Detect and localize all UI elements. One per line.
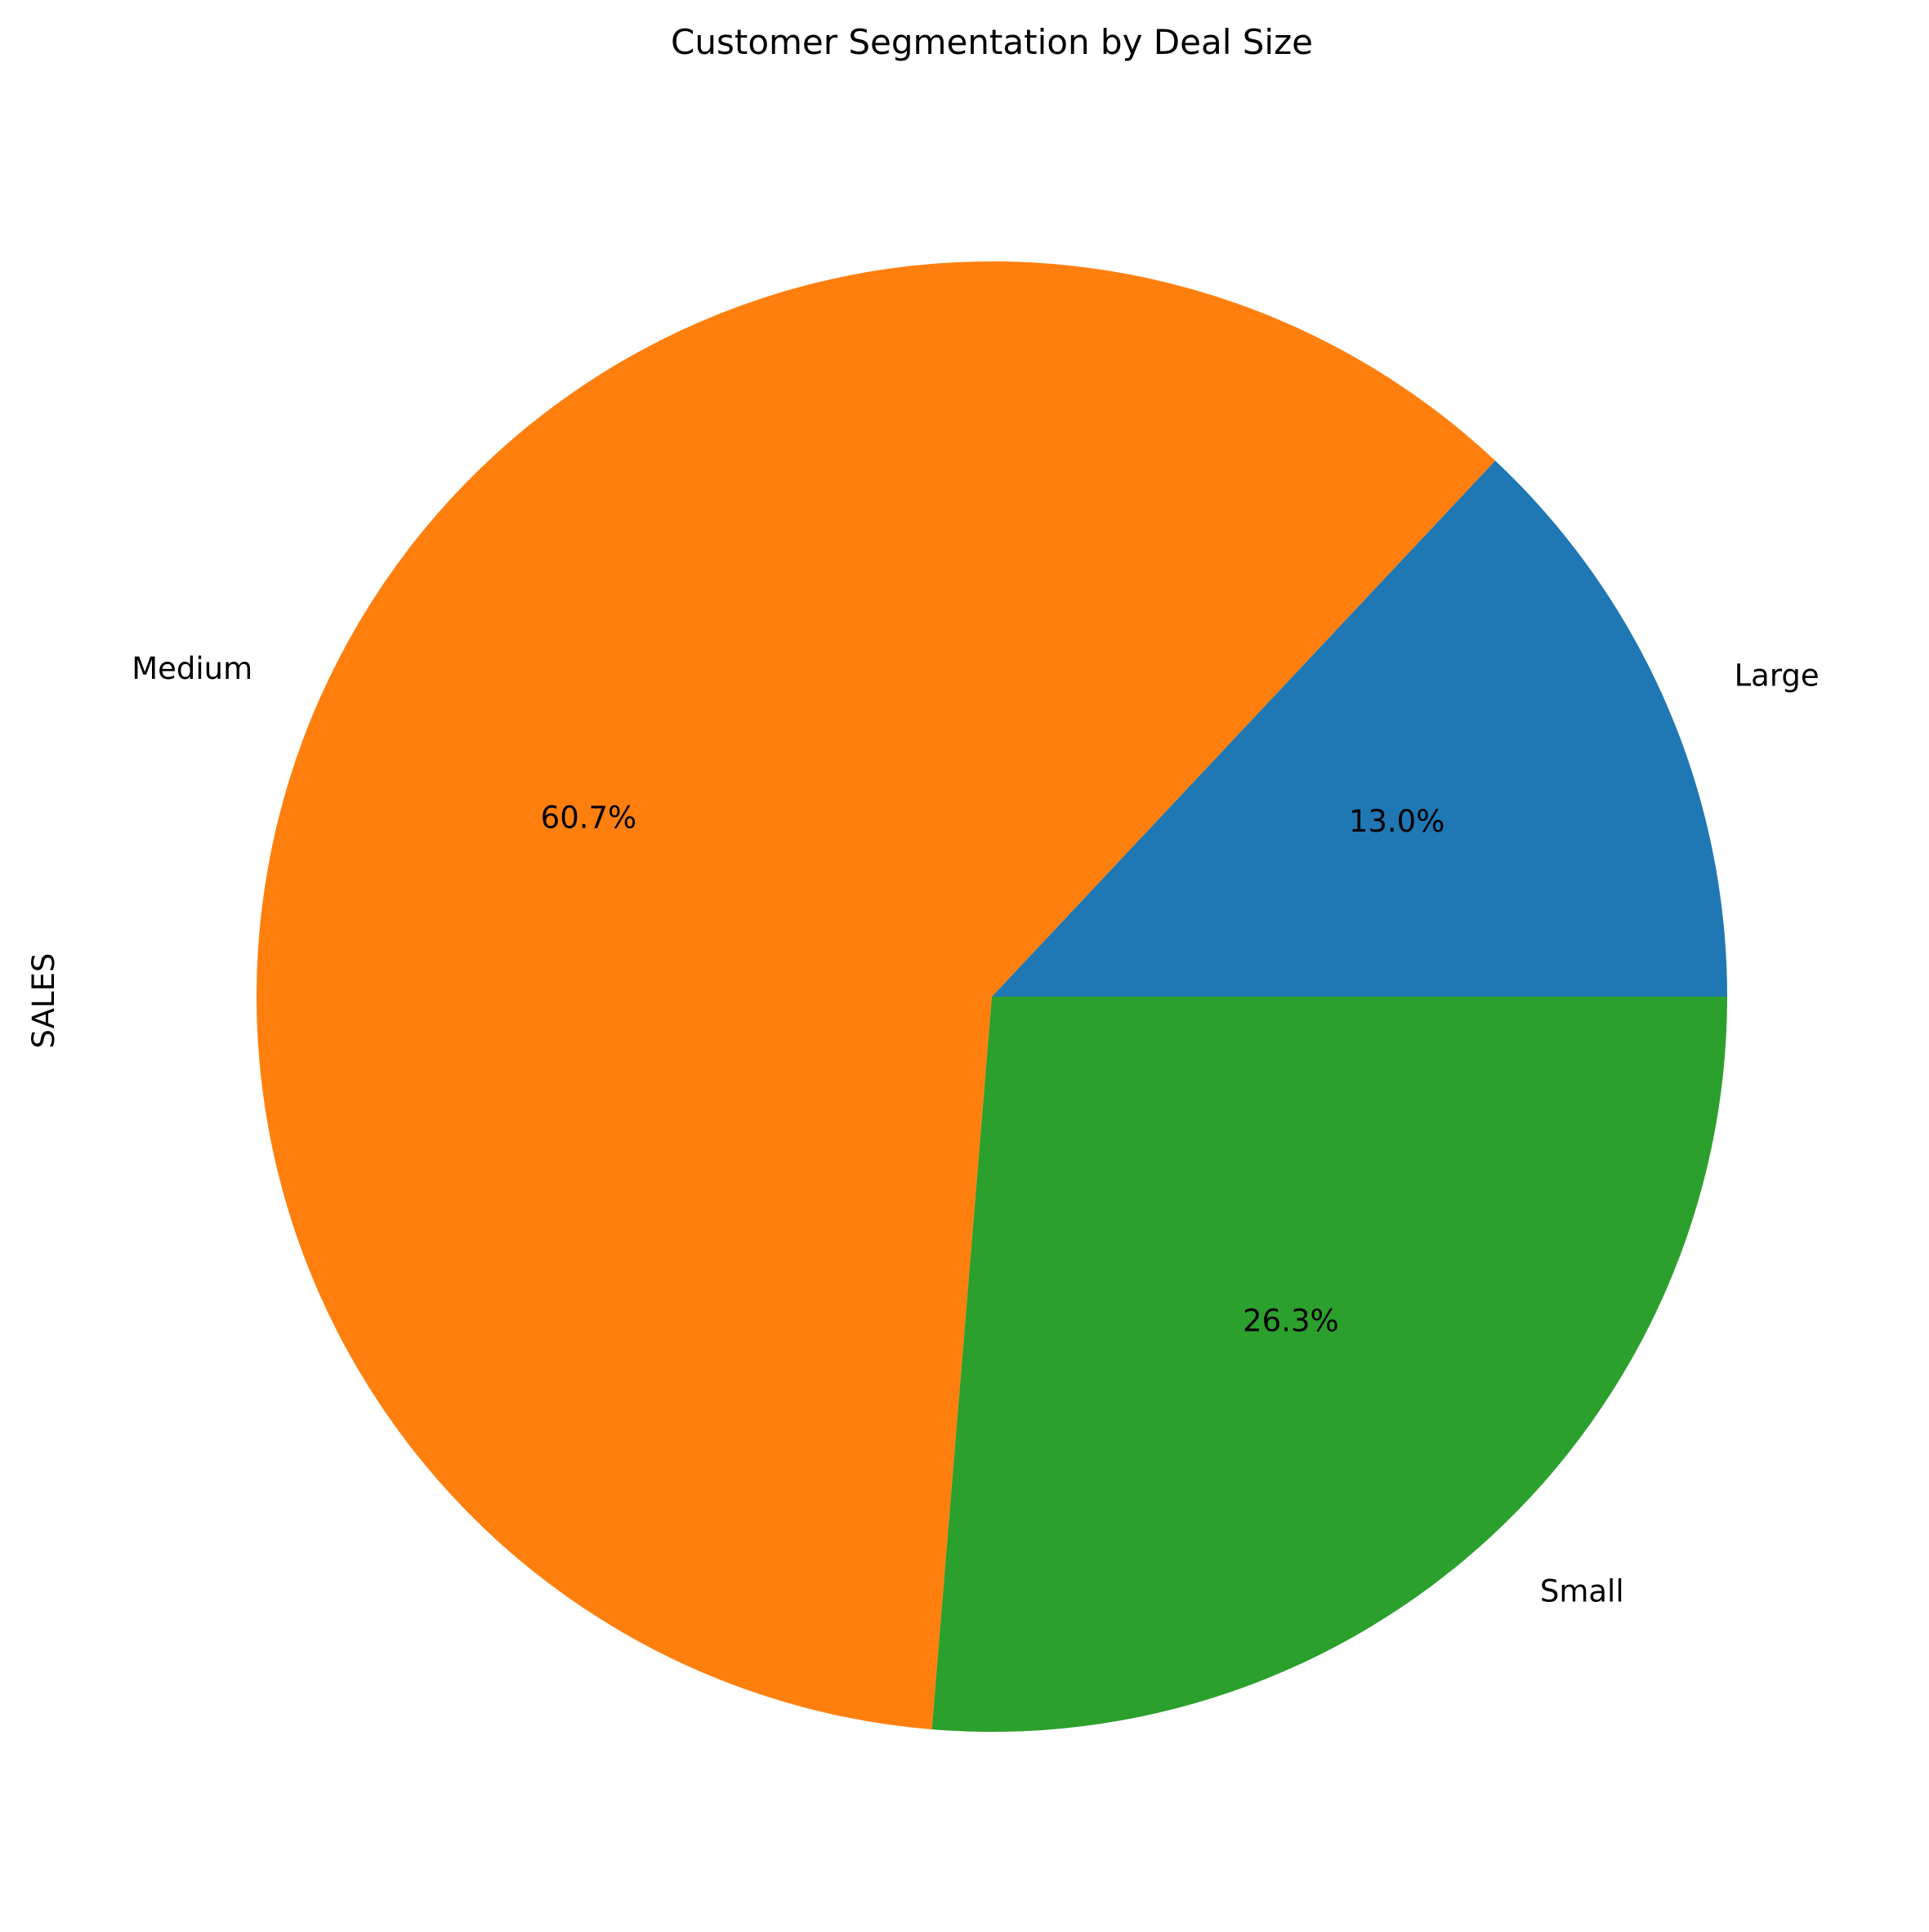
pie-slices (257, 261, 1727, 1732)
chart-title: Customer Segmentation by Deal Size (671, 22, 1313, 62)
pie-slice-small (931, 997, 1727, 1732)
pie-slice-medium (257, 261, 1496, 1729)
slice-percent-label-large: 13.0% (1349, 804, 1445, 839)
slice-percent-label-small: 26.3% (1243, 1304, 1339, 1339)
slice-label-large: Large (1735, 658, 1820, 693)
slice-percent-label-medium: 60.7% (541, 800, 637, 835)
slice-label-small: Small (1540, 1574, 1624, 1609)
pie-slice-large (992, 460, 1727, 997)
slice-label-medium: Medium (132, 651, 252, 686)
y-axis-label: SALES (26, 953, 61, 1049)
pie-labels: Large 13.0% Medium 60.7% Small 26.3% (132, 651, 1819, 1609)
